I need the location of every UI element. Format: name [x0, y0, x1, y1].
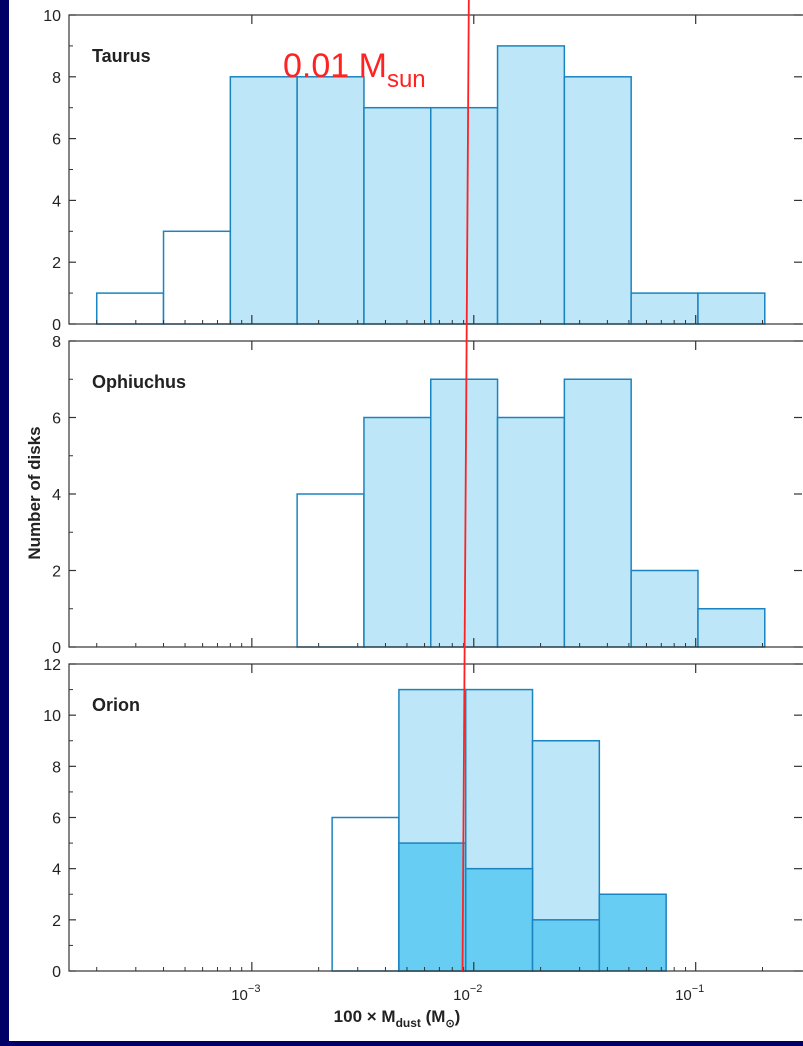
y-tick-label: 10 [43, 708, 61, 725]
panel-name: Taurus [92, 46, 151, 66]
histogram-bar [531, 919, 601, 972]
histogram-bar [363, 416, 432, 648]
histogram-bar [630, 292, 699, 325]
y-tick-label: 0 [52, 317, 61, 334]
y-tick-label: 8 [52, 759, 61, 776]
y-tick-label: 6 [52, 132, 61, 149]
panel-name: Ophiuchus [92, 372, 186, 392]
histogram-bar [363, 106, 432, 325]
y-tick-label: 2 [52, 564, 61, 581]
y-tick-label: 6 [52, 811, 61, 828]
panel-orion: 0 2 4 6 8 10 12 Orion [43, 657, 803, 981]
x-axis-label-main: 100 × M [334, 1007, 396, 1026]
y-tick-label: 10 [43, 8, 61, 25]
histogram-bar [697, 292, 766, 325]
y-tick-label: 4 [52, 487, 61, 504]
histogram-bar [95, 292, 165, 325]
y-tick-label: 8 [52, 334, 61, 351]
x-axis-label-sub: dust [396, 1016, 421, 1030]
x-tick-exponent: −2 [470, 983, 483, 995]
histogram-bar [162, 230, 232, 325]
x-axis-label: 100 × Mdust (M⊙) [334, 1007, 461, 1030]
mass-annotation-sub: sun [387, 66, 426, 93]
mass-threshold-line [461, 0, 470, 972]
sun-symbol: ⊙ [445, 1018, 454, 1030]
x-tick-label: 10−3 [231, 983, 260, 1004]
histogram-bar [331, 816, 400, 972]
x-tick-labels: 10−3 10−2 10−1 [231, 983, 704, 1004]
histogram-bar [598, 893, 667, 972]
x-tick-label: 10−2 [453, 983, 482, 1004]
y-tick-label: 4 [52, 193, 61, 210]
histogram-bar [296, 76, 365, 325]
x-axis-label-close: ) [455, 1007, 461, 1026]
x-tick-exponent: −3 [248, 983, 261, 995]
panel-name: Orion [92, 695, 140, 715]
y-tick-label: 2 [52, 255, 61, 272]
y-tick-label: 8 [52, 70, 61, 87]
histogram-bar [229, 76, 298, 325]
histogram-bar [430, 106, 499, 325]
y-tick-label: 0 [52, 964, 61, 981]
histogram-bar [464, 867, 534, 972]
y-tick-label: 12 [43, 657, 61, 674]
x-tick-base: 10 [675, 987, 692, 1004]
panel-taurus: 0 2 4 6 8 10 Taurus [43, 8, 803, 334]
mass-annotation-text: 0.01 M [283, 47, 387, 85]
histogram-bar [398, 842, 467, 972]
y-tick-label: 2 [52, 913, 61, 930]
y-tick-label: 4 [52, 862, 61, 879]
mass-annotation: 0.01 Msun [283, 47, 426, 93]
histogram-bar [563, 76, 632, 325]
y-tick-label: 0 [52, 640, 61, 657]
y-axis-label: Number of disks [25, 426, 44, 559]
x-tick-label: 10−1 [675, 983, 704, 1004]
histogram-bar [630, 569, 699, 648]
histogram-bar [697, 608, 766, 648]
histogram-bar [296, 493, 365, 648]
x-tick-base: 10 [231, 987, 248, 1004]
x-axis-label-unit: (M [421, 1007, 446, 1026]
panels: 0 2 4 6 8 10 Taurus 0 2 4 6 8 Ophiuchus 0 2 4 6 8 10 12 Orio… [43, 8, 803, 981]
histogram-bar [563, 378, 632, 648]
histogram-bar [496, 416, 566, 648]
y-tick-label: 6 [52, 411, 61, 428]
x-tick-base: 10 [453, 987, 470, 1004]
x-tick-exponent: −1 [692, 983, 705, 995]
histogram-bar [496, 45, 566, 325]
